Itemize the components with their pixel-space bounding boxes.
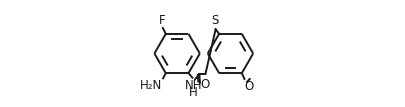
Text: O: O	[244, 80, 254, 93]
Text: NH: NH	[184, 79, 201, 92]
Text: F: F	[159, 14, 165, 27]
Text: O: O	[200, 78, 209, 91]
Text: H₂N: H₂N	[140, 79, 162, 92]
Text: S: S	[211, 14, 218, 27]
Text: H: H	[188, 86, 197, 99]
